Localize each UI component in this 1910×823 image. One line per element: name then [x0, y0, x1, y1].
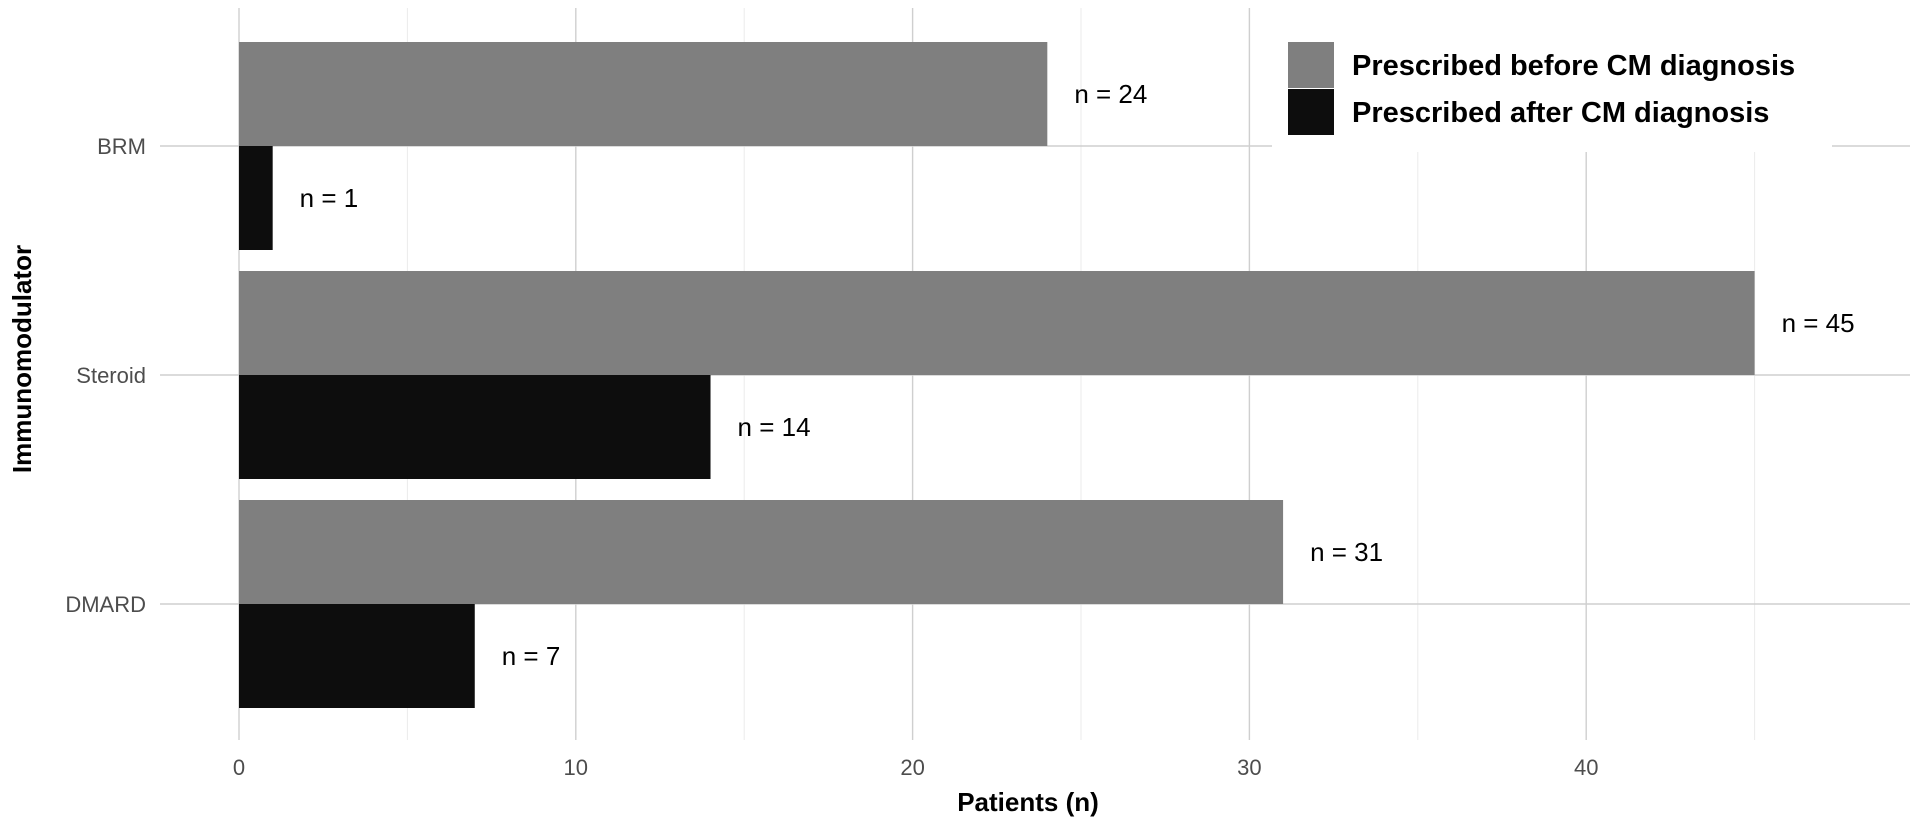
bars [239, 42, 1755, 708]
legend-key [1288, 42, 1334, 88]
data-label: n = 7 [502, 641, 561, 671]
x-tick-label: 30 [1237, 755, 1261, 780]
bar [239, 42, 1048, 146]
x-axis-title: Patients (n) [957, 787, 1099, 817]
data-label: n = 31 [1310, 537, 1383, 567]
x-tick-label: 40 [1574, 755, 1598, 780]
bar [239, 375, 711, 479]
legend-label: Prescribed after CM diagnosis [1352, 97, 1769, 129]
bar [239, 500, 1284, 604]
legend: Prescribed before CM diagnosis Prescribed… [1272, 5, 1832, 152]
y-tick-label: DMARD [65, 592, 146, 617]
data-label: n = 14 [738, 412, 811, 442]
legend-key [1288, 89, 1334, 135]
x-tick-label: 10 [564, 755, 588, 780]
x-axis-ticks: 0 10 20 30 40 [233, 755, 1599, 780]
bar [239, 604, 475, 708]
bar [239, 146, 273, 250]
legend-background [1272, 5, 1832, 152]
bar [239, 271, 1755, 375]
y-tick-label: Steroid [76, 363, 146, 388]
x-tick-label: 0 [233, 755, 245, 780]
data-label: n = 24 [1074, 79, 1147, 109]
x-tick-label: 20 [900, 755, 924, 780]
data-label: n = 1 [300, 183, 359, 213]
y-tick-label: BRM [97, 134, 146, 159]
y-axis-title: Immunomodulator [7, 245, 37, 473]
data-label: n = 45 [1782, 308, 1855, 338]
legend-label: Prescribed before CM diagnosis [1352, 50, 1795, 82]
data-labels: n = 24 n = 1 n = 45 n = 14 n = 31 n = 7 [300, 79, 1855, 671]
y-axis-ticks: BRM Steroid DMARD [65, 134, 146, 617]
